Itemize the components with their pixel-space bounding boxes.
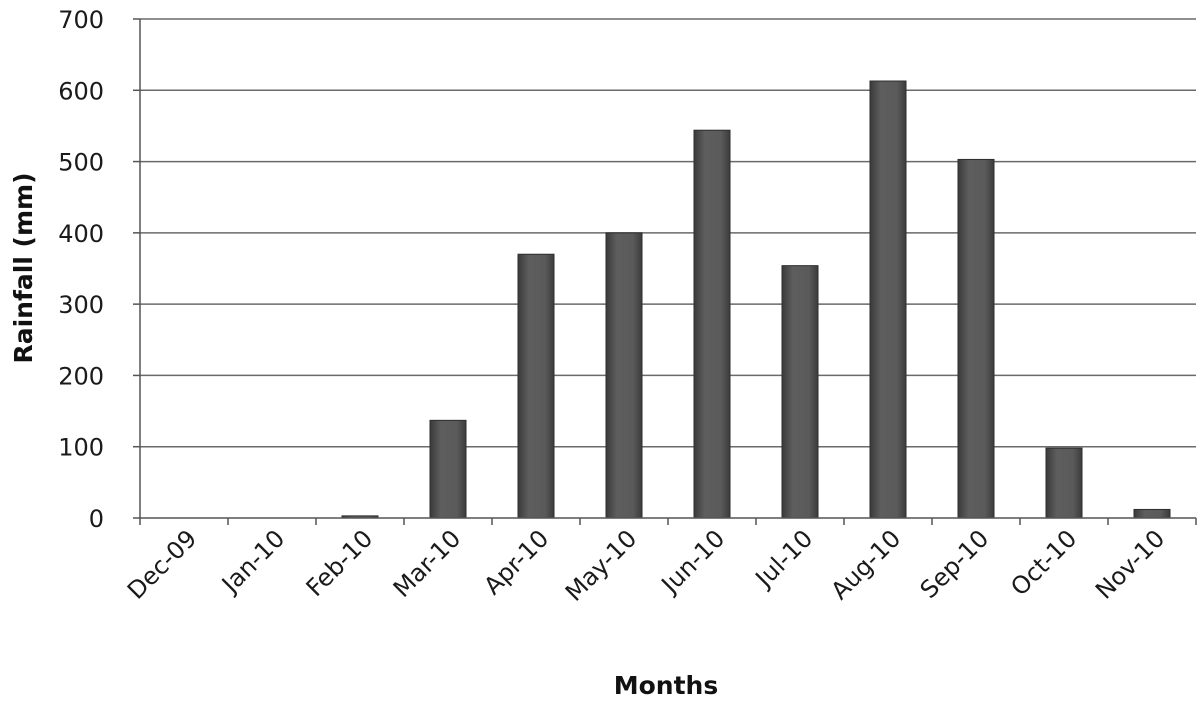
x-tick-label: Feb-10 bbox=[301, 524, 379, 602]
x-tick-label: Nov-10 bbox=[1090, 524, 1170, 604]
x-tick-label: Aug-10 bbox=[826, 524, 907, 605]
x-tick-label: Jan-10 bbox=[215, 524, 290, 599]
bar-oct-10 bbox=[1045, 447, 1083, 519]
bar-jul-10 bbox=[781, 265, 819, 519]
bars bbox=[341, 80, 1171, 519]
y-tick-label: 0 bbox=[89, 505, 104, 533]
y-tick-label: 600 bbox=[58, 77, 104, 105]
y-axis-title: Rainfall (mm) bbox=[9, 172, 38, 363]
x-tick-label: May-10 bbox=[560, 524, 642, 606]
bar-jun-10 bbox=[693, 129, 731, 519]
bar-apr-10 bbox=[517, 253, 555, 519]
x-axis-title: Months bbox=[614, 671, 718, 700]
x-tick-label: Sep-10 bbox=[915, 524, 995, 604]
x-tick-label: Oct-10 bbox=[1005, 524, 1082, 601]
x-tick-label: Dec-09 bbox=[122, 524, 202, 604]
bar-sep-10 bbox=[957, 158, 995, 519]
bar-nov-10 bbox=[1133, 508, 1171, 519]
x-tick-label: Jul-10 bbox=[749, 524, 818, 593]
bar-aug-10 bbox=[869, 80, 907, 519]
x-tick-label: Apr-10 bbox=[478, 524, 554, 600]
y-tick-label: 700 bbox=[58, 6, 104, 34]
y-tick-label: 300 bbox=[58, 291, 104, 319]
bar-may-10 bbox=[605, 232, 643, 519]
y-tick-label: 200 bbox=[58, 362, 104, 390]
grid-lines bbox=[140, 18, 1196, 448]
y-tick-label: 100 bbox=[58, 434, 104, 462]
bar-mar-10 bbox=[429, 419, 467, 519]
x-tick-label: Jun-10 bbox=[655, 524, 730, 599]
y-axis-tick-labels: 0 100 200 300 400 500 600 700 bbox=[58, 6, 104, 533]
y-tick-label: 400 bbox=[58, 220, 104, 248]
x-tick-label: Mar-10 bbox=[388, 524, 466, 602]
y-tick-label: 500 bbox=[58, 149, 104, 177]
axes bbox=[133, 18, 1197, 525]
x-axis-tick-labels: Dec-09 Jan-10 Feb-10 Mar-10 Apr-10 May-10 Jun-… bbox=[122, 524, 1170, 606]
